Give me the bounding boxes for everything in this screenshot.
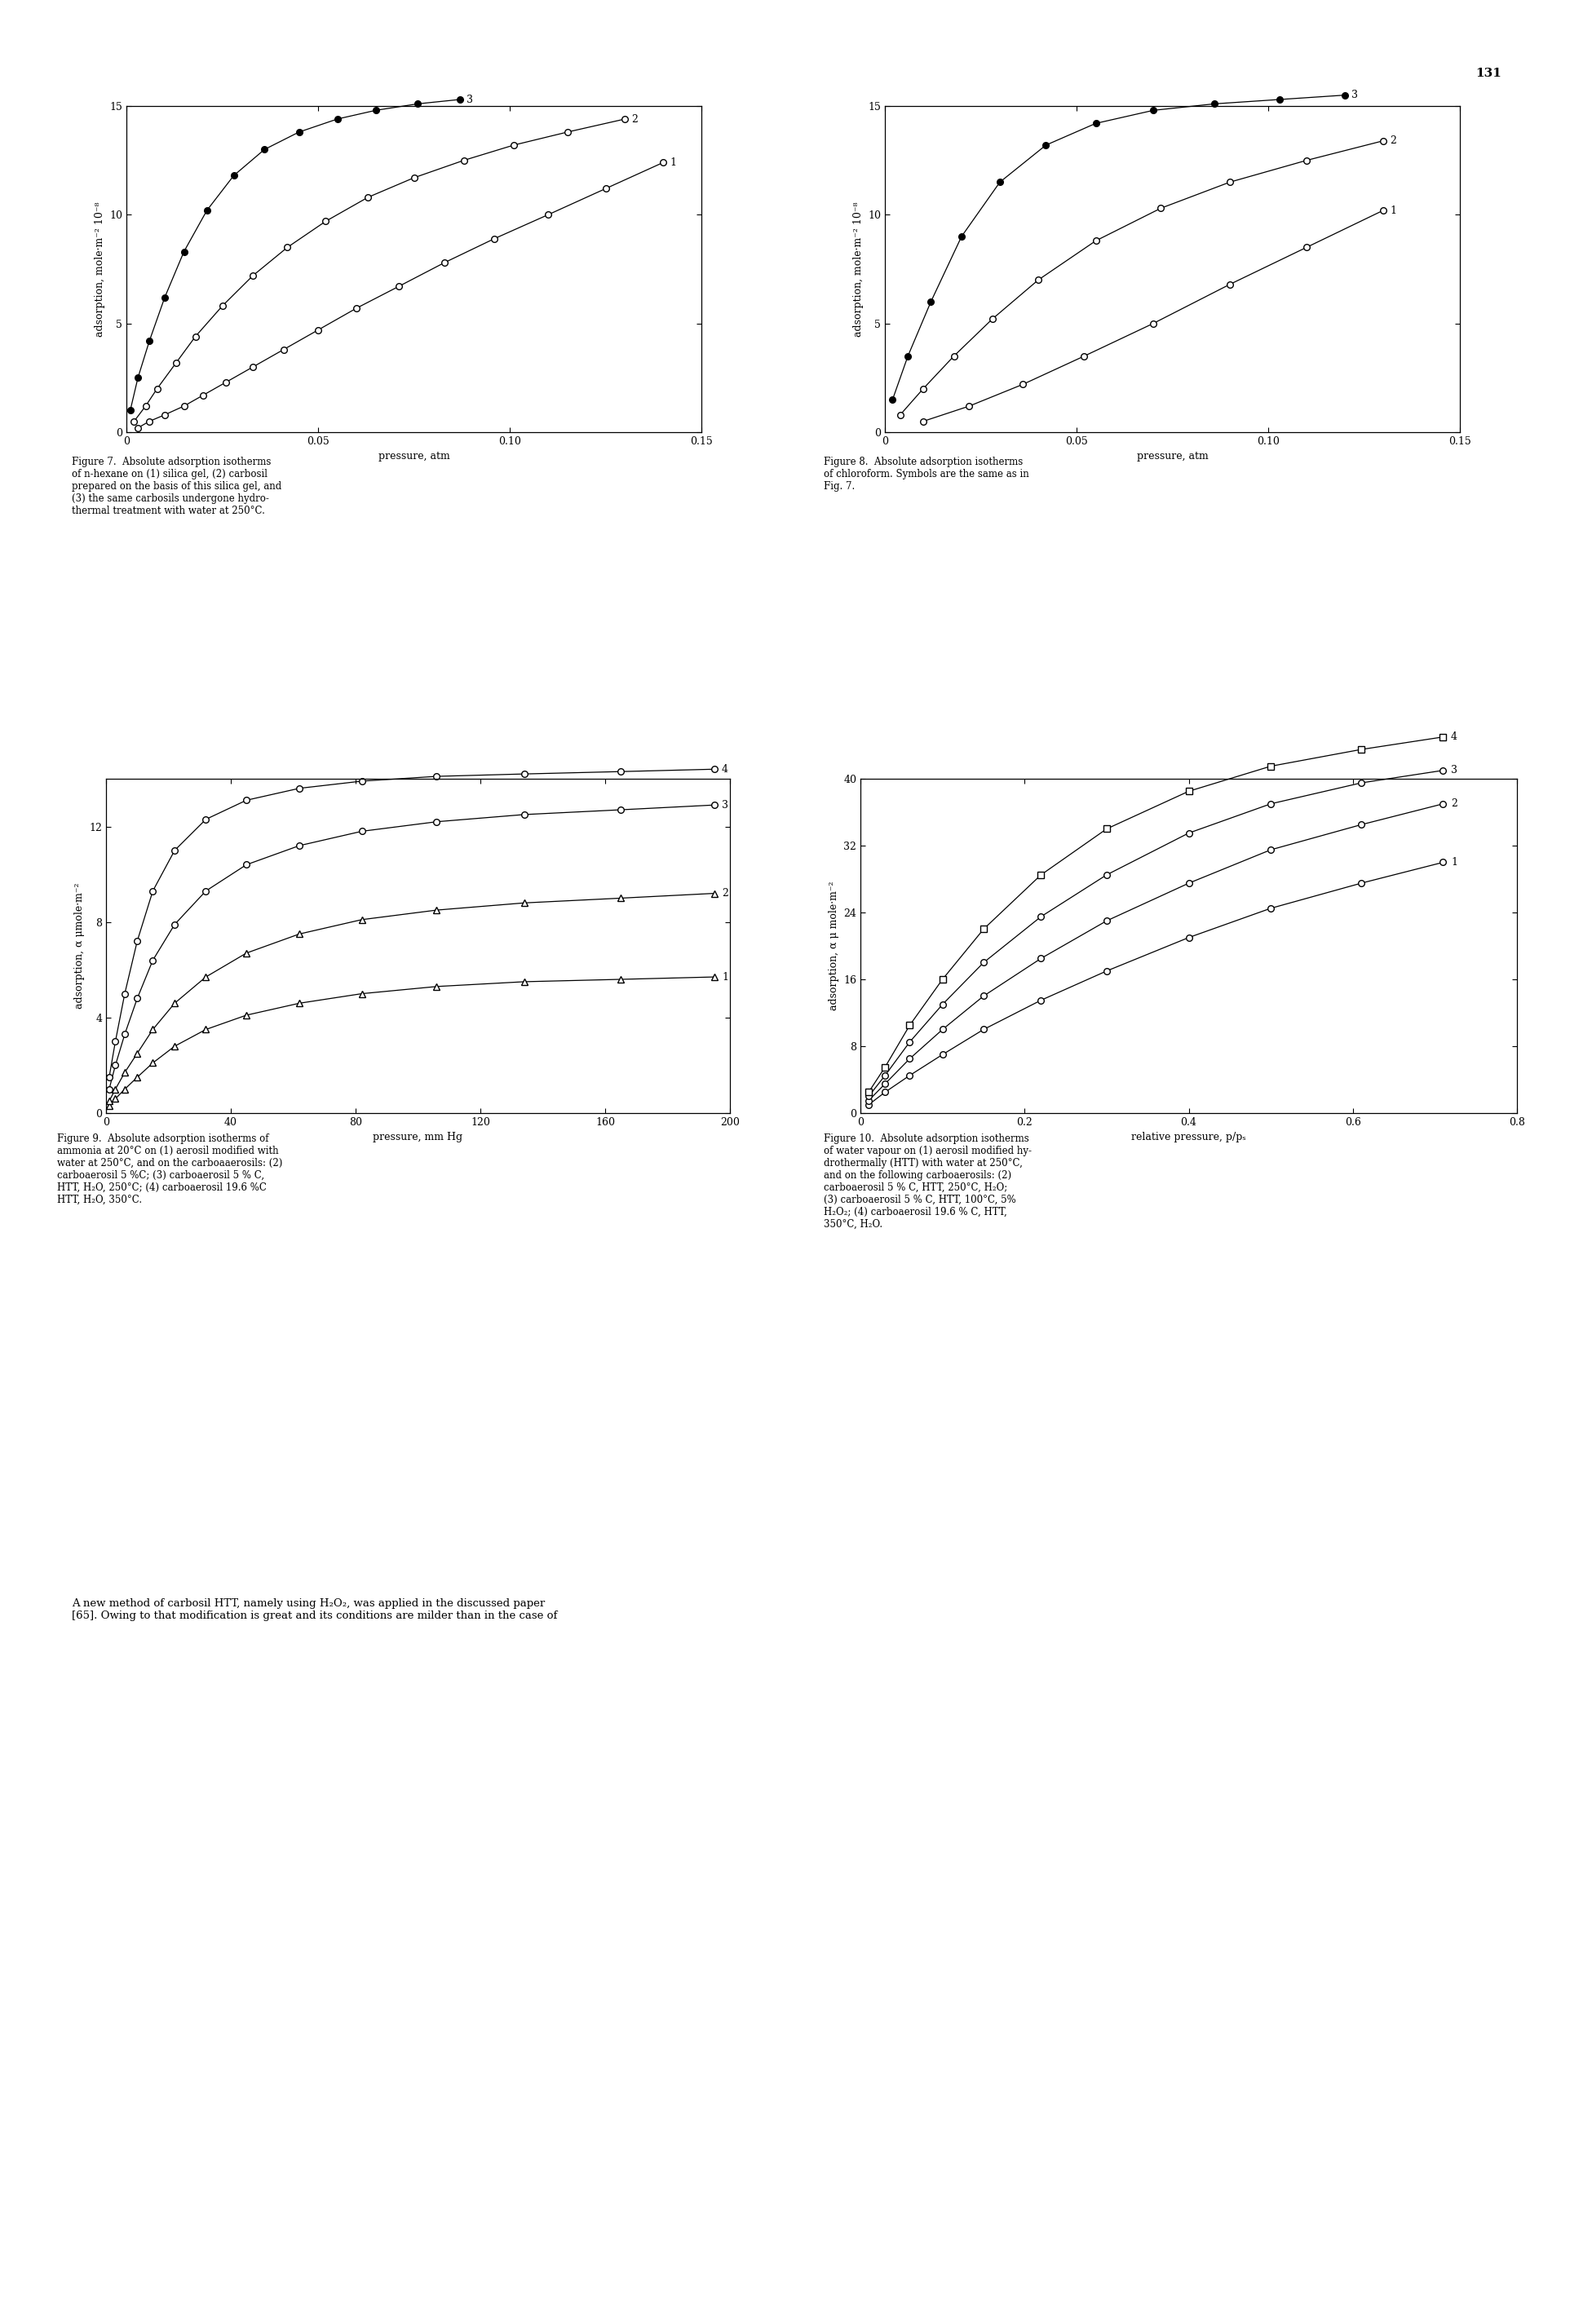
Text: Figure 9.  Absolute adsorption isotherms of
ammonia at 20°C on (1) aerosil modif: Figure 9. Absolute adsorption isotherms … xyxy=(57,1134,282,1206)
Text: 4: 4 xyxy=(1450,732,1458,741)
Text: 2: 2 xyxy=(1450,799,1457,809)
Y-axis label: adsorption, mole·m⁻² 10⁻⁸: adsorption, mole·m⁻² 10⁻⁸ xyxy=(853,202,863,337)
Text: 2: 2 xyxy=(721,888,728,899)
Text: 3: 3 xyxy=(1352,91,1358,100)
Y-axis label: adsorption, α μmole·m⁻²: adsorption, α μmole·m⁻² xyxy=(73,883,84,1009)
Text: 3: 3 xyxy=(1450,765,1458,776)
Text: 2: 2 xyxy=(632,114,638,125)
Text: 1: 1 xyxy=(670,158,677,167)
X-axis label: pressure, atm: pressure, atm xyxy=(379,451,449,462)
X-axis label: pressure, mm Hg: pressure, mm Hg xyxy=(373,1132,463,1143)
Text: 2: 2 xyxy=(1390,135,1396,146)
Text: A new method of carbosil HTT, namely using H₂O₂, was applied in the discussed pa: A new method of carbosil HTT, namely usi… xyxy=(72,1599,557,1622)
Text: Figure 8.  Absolute adsorption isotherms
of chloroform. Symbols are the same as : Figure 8. Absolute adsorption isotherms … xyxy=(823,456,1028,493)
Text: 1: 1 xyxy=(1450,858,1458,867)
Y-axis label: adsorption, mole·m⁻² 10⁻⁸: adsorption, mole·m⁻² 10⁻⁸ xyxy=(94,202,105,337)
X-axis label: pressure, atm: pressure, atm xyxy=(1137,451,1208,462)
Text: Figure 7.  Absolute adsorption isotherms
of n-hexane on (1) silica gel, (2) carb: Figure 7. Absolute adsorption isotherms … xyxy=(72,456,282,516)
Text: 4: 4 xyxy=(721,765,729,774)
Text: 1: 1 xyxy=(1390,205,1396,216)
Text: 3: 3 xyxy=(721,799,729,811)
Text: Figure 10.  Absolute adsorption isotherms
of water vapour on (1) aerosil modifie: Figure 10. Absolute adsorption isotherms… xyxy=(823,1134,1032,1229)
Text: 3: 3 xyxy=(466,95,473,105)
Y-axis label: adsorption, α μ mole·m⁻²: adsorption, α μ mole·m⁻² xyxy=(828,881,839,1011)
Text: 1: 1 xyxy=(721,971,729,983)
Text: 131: 131 xyxy=(1476,67,1501,79)
X-axis label: relative pressure, p/pₛ: relative pressure, p/pₛ xyxy=(1132,1132,1247,1143)
